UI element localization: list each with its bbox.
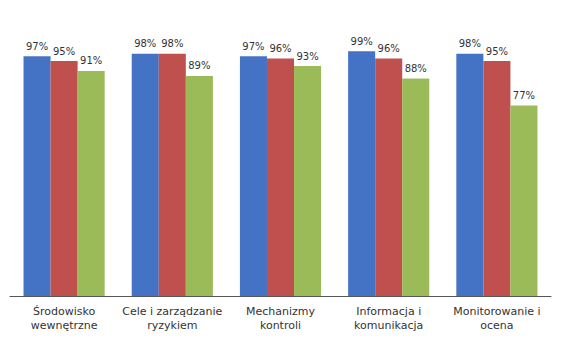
svg-text:97%: 97% [26, 41, 48, 52]
svg-text:98%: 98% [161, 38, 183, 49]
svg-text:ryzykiem: ryzykiem [147, 319, 197, 332]
svg-text:komunikacja: komunikacja [354, 319, 423, 332]
svg-text:98%: 98% [134, 38, 156, 49]
svg-text:95%: 95% [53, 46, 75, 57]
svg-text:Mechanizmy: Mechanizmy [246, 305, 316, 318]
svg-text:77%: 77% [513, 90, 535, 101]
svg-text:ocena: ocena [480, 319, 513, 332]
svg-text:99%: 99% [351, 36, 373, 47]
svg-text:Informacja i: Informacja i [356, 305, 421, 318]
svg-text:Środowisko: Środowisko [33, 305, 95, 318]
svg-text:91%: 91% [80, 55, 102, 66]
svg-text:Cele i zarządzanie: Cele i zarządzanie [122, 305, 222, 318]
svg-text:93%: 93% [296, 51, 318, 62]
svg-text:88%: 88% [405, 63, 427, 74]
svg-text:95%: 95% [486, 46, 508, 57]
svg-text:97%: 97% [242, 41, 264, 52]
svg-text:89%: 89% [188, 60, 210, 71]
svg-text:96%: 96% [269, 43, 291, 54]
svg-text:98%: 98% [459, 38, 481, 49]
svg-text:kontroli: kontroli [260, 319, 301, 332]
svg-text:96%: 96% [378, 43, 400, 54]
svg-text:wewnętrzne: wewnętrzne [31, 319, 98, 332]
svg-text:Monitorowanie i: Monitorowanie i [453, 305, 540, 318]
